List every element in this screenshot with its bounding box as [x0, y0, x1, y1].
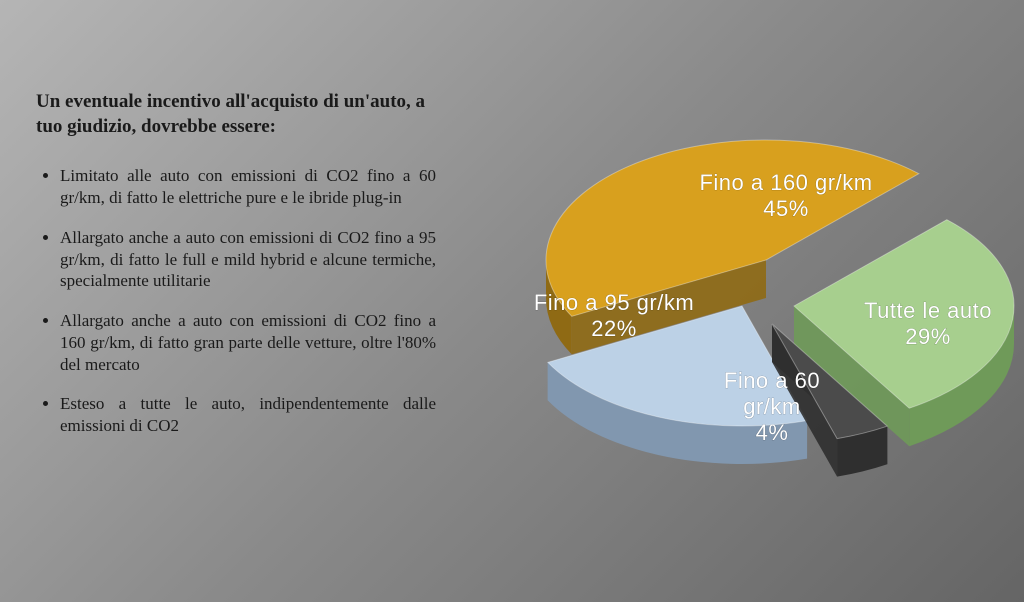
- bullet-item: Esteso a tutte le auto, indipendentement…: [60, 393, 436, 437]
- text-panel: Un eventuale incentivo all'acquisto di u…: [0, 0, 456, 602]
- bullet-item: Allargato anche a auto con emissioni di …: [60, 310, 436, 375]
- bullet-item: Limitato alle auto con emissioni di CO2 …: [60, 165, 436, 209]
- pie-chart: Fino a 160 gr/km45%Tutte le auto29%Fino …: [496, 120, 1024, 560]
- bullet-list: Limitato alle auto con emissioni di CO2 …: [36, 165, 436, 437]
- bullet-item: Allargato anche a auto con emissioni di …: [60, 227, 436, 292]
- title: Un eventuale incentivo all'acquisto di u…: [36, 90, 436, 139]
- chart-panel: Fino a 160 gr/km45%Tutte le auto29%Fino …: [456, 0, 1024, 602]
- slide-container: Un eventuale incentivo all'acquisto di u…: [0, 0, 1024, 602]
